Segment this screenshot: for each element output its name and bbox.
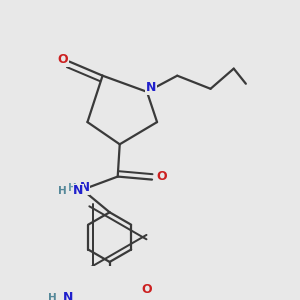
Text: O: O <box>155 170 165 183</box>
Text: O: O <box>157 170 167 183</box>
Text: N: N <box>80 181 89 194</box>
Text: N: N <box>73 184 83 197</box>
Text: O: O <box>57 51 67 64</box>
Text: H: H <box>68 183 77 193</box>
Text: N: N <box>63 291 74 300</box>
Text: O: O <box>142 283 152 296</box>
Text: H: H <box>58 186 67 196</box>
Text: N: N <box>146 81 156 94</box>
Text: N: N <box>146 81 156 94</box>
Text: O: O <box>57 53 68 66</box>
Text: H: H <box>48 293 56 300</box>
